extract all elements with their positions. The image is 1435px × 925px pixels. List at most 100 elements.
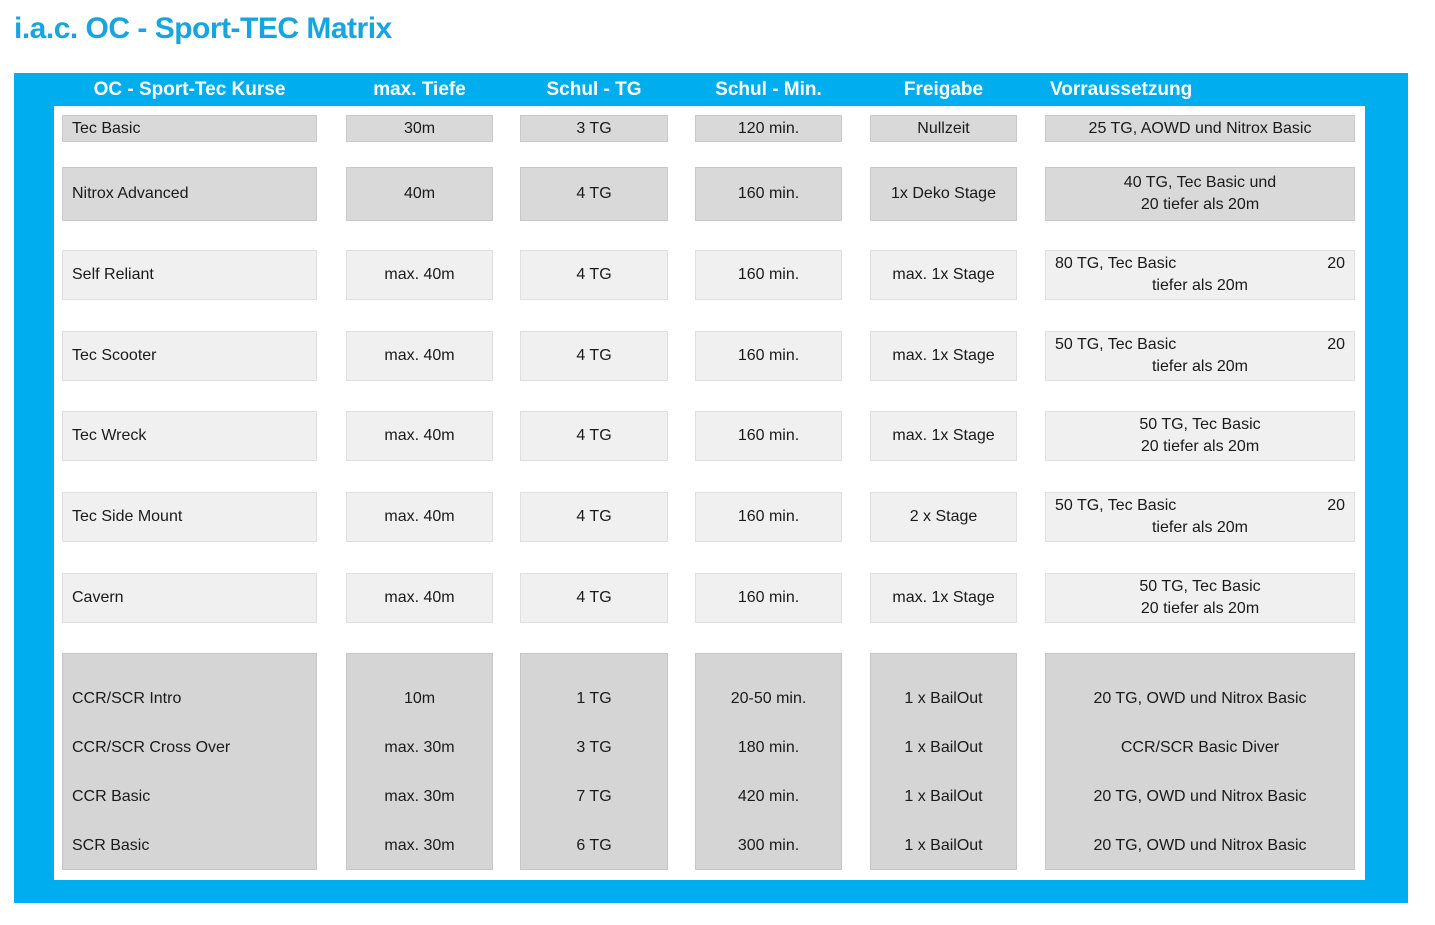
prereq-line-1: 50 TG, Tec Basic <box>1139 416 1261 434</box>
prereq-text-left: 80 TG, Tec Basic <box>1055 255 1177 273</box>
cell-tg: 4 TG <box>520 250 668 300</box>
cell-tg: 6 TG <box>576 836 612 854</box>
prereq-line-1: 50 TG, Tec Basic 20 <box>1045 495 1355 517</box>
cell-depth: max. 40m <box>346 250 493 300</box>
prereq-line-1: 50 TG, Tec Basic <box>1139 578 1261 596</box>
cell-prereq: 50 TG, Tec Basic 20 tiefer als 20m <box>1045 492 1355 542</box>
cell-tg: 3 TG <box>520 115 668 142</box>
cell-course: CCR/SCR Intro <box>72 690 182 708</box>
prereq-line-2: 20 tiefer als 20m <box>1140 438 1260 455</box>
prereq-line-1: 50 TG, Tec Basic 20 <box>1045 334 1355 356</box>
cell-release: 1 x BailOut <box>904 690 983 708</box>
table-row-tec-wreck: Tec Wreck max. 40m 4 TG 160 min. max. 1x… <box>14 411 1408 461</box>
cell-min: 420 min. <box>737 787 800 805</box>
page-title: i.a.c. OC - Sport-TEC Matrix <box>14 12 392 45</box>
prereq-text-right: 20 <box>1327 336 1345 354</box>
column-header-course: OC - Sport-Tec Kurse <box>93 78 286 100</box>
prereq-line-2: tiefer als 20m <box>1151 519 1249 536</box>
cell-depth: max. 30m <box>384 739 455 757</box>
table-row-self-reliant: Self Reliant max. 40m 4 TG 160 min. max.… <box>14 250 1408 300</box>
cell-prereq: 50 TG, Tec Basic 20 tiefer als 20m <box>1045 331 1355 381</box>
block-column-prereq: 20 TG, OWD und Nitrox Basic CCR/SCR Basi… <box>1045 653 1355 870</box>
cell-tg: 4 TG <box>520 411 668 461</box>
block-column-min: 20-50 min. 180 min. 420 min. 300 min. <box>695 653 842 870</box>
cell-tg: 7 TG <box>576 787 612 805</box>
prereq-line-2: 20 tiefer als 20m <box>1140 600 1260 617</box>
cell-release: 2 x Stage <box>870 492 1017 542</box>
prereq-line-1: 80 TG, Tec Basic 20 <box>1045 253 1355 275</box>
cell-course: CCR Basic <box>72 787 151 805</box>
cell-depth: max. 40m <box>346 492 493 542</box>
cell-course: Nitrox Advanced <box>62 167 317 221</box>
table-row-nitrox-advanced: Nitrox Advanced 40m 4 TG 160 min. 1x Dek… <box>14 167 1408 221</box>
cell-course: SCR Basic <box>72 836 150 854</box>
cell-tg: 4 TG <box>520 492 668 542</box>
cell-release: 1 x BailOut <box>904 836 983 854</box>
cell-depth: 40m <box>346 167 493 221</box>
column-header-depth: max. Tiefe <box>373 78 466 100</box>
cell-course: Tec Scooter <box>62 331 317 381</box>
cell-depth: 10m <box>403 690 436 708</box>
cell-depth: max. 40m <box>346 573 493 623</box>
block-column-release: 1 x BailOut 1 x BailOut 1 x BailOut 1 x … <box>870 653 1017 870</box>
cell-prereq: 50 TG, Tec Basic 20 tiefer als 20m <box>1045 573 1355 623</box>
cell-prereq: 25 TG, AOWD und Nitrox Basic <box>1045 115 1355 142</box>
ccr-scr-block: CCR/SCR Intro CCR/SCR Cross Over CCR Bas… <box>14 653 1408 870</box>
table-row-tec-side-mount: Tec Side Mount max. 40m 4 TG 160 min. 2 … <box>14 492 1408 542</box>
cell-depth: max. 30m <box>384 787 455 805</box>
cell-min: 160 min. <box>695 167 842 221</box>
cell-course: Self Reliant <box>62 250 317 300</box>
cell-min: 160 min. <box>695 492 842 542</box>
cell-prereq: 50 TG, Tec Basic 20 tiefer als 20m <box>1045 411 1355 461</box>
cell-prereq: 20 TG, OWD und Nitrox Basic <box>1093 690 1307 708</box>
cell-course: CCR/SCR Cross Over <box>72 739 231 757</box>
cell-depth: max. 40m <box>346 331 493 381</box>
cell-min: 120 min. <box>695 115 842 142</box>
cell-min: 160 min. <box>695 250 842 300</box>
block-column-depth: 10m max. 30m max. 30m max. 30m <box>346 653 493 870</box>
cell-course: Cavern <box>62 573 317 623</box>
prereq-line-2: tiefer als 20m <box>1151 277 1249 294</box>
prereq-line-1: 40 TG, Tec Basic und <box>1123 174 1277 192</box>
cell-course: Tec Wreck <box>62 411 317 461</box>
cell-tg: 4 TG <box>520 331 668 381</box>
table-row-cavern: Cavern max. 40m 4 TG 160 min. max. 1x St… <box>14 573 1408 623</box>
cell-min: 300 min. <box>737 836 800 854</box>
prereq-text-left: 50 TG, Tec Basic <box>1055 336 1177 354</box>
cell-prereq: 80 TG, Tec Basic 20 tiefer als 20m <box>1045 250 1355 300</box>
cell-min: 160 min. <box>695 411 842 461</box>
cell-release: 1 x BailOut <box>904 739 983 757</box>
table-row-tec-basic: Tec Basic 30m 3 TG 120 min. Nullzeit 25 … <box>14 115 1408 142</box>
cell-depth: max. 40m <box>346 411 493 461</box>
block-column-course: CCR/SCR Intro CCR/SCR Cross Over CCR Bas… <box>62 653 317 870</box>
cell-min: 180 min. <box>737 739 800 757</box>
cell-release: 1x Deko Stage <box>870 167 1017 221</box>
cell-release: max. 1x Stage <box>870 331 1017 381</box>
prereq-line-2: tiefer als 20m <box>1151 358 1249 375</box>
prereq-line: 25 TG, AOWD und Nitrox Basic <box>1088 119 1312 137</box>
cell-release: max. 1x Stage <box>870 573 1017 623</box>
block-column-tg: 1 TG 3 TG 7 TG 6 TG <box>520 653 668 870</box>
column-header-tg: Schul - TG <box>546 78 642 100</box>
cell-course: Tec Side Mount <box>62 492 317 542</box>
matrix-table-frame: OC - Sport-Tec Kurse max. Tiefe Schul - … <box>14 73 1408 903</box>
cell-release: Nullzeit <box>870 115 1017 142</box>
cell-release: max. 1x Stage <box>870 250 1017 300</box>
cell-tg: 1 TG <box>576 690 612 708</box>
cell-prereq: 20 TG, OWD und Nitrox Basic <box>1093 787 1307 805</box>
prereq-text-right: 20 <box>1327 255 1345 273</box>
table-row-tec-scooter: Tec Scooter max. 40m 4 TG 160 min. max. … <box>14 331 1408 381</box>
cell-prereq: 40 TG, Tec Basic und 20 tiefer als 20m <box>1045 167 1355 221</box>
column-header-min: Schul - Min. <box>715 78 822 100</box>
cell-min: 160 min. <box>695 331 842 381</box>
cell-tg: 3 TG <box>576 739 612 757</box>
cell-depth: max. 30m <box>384 836 455 854</box>
cell-tg: 4 TG <box>520 167 668 221</box>
column-header-prereq: Vorraussetzung <box>1050 78 1193 100</box>
column-header-release: Freigabe <box>903 78 984 100</box>
cell-min: 160 min. <box>695 573 842 623</box>
cell-prereq: 20 TG, OWD und Nitrox Basic <box>1093 836 1307 854</box>
prereq-text-right: 20 <box>1327 497 1345 515</box>
cell-course: Tec Basic <box>62 115 317 142</box>
cell-tg: 4 TG <box>520 573 668 623</box>
